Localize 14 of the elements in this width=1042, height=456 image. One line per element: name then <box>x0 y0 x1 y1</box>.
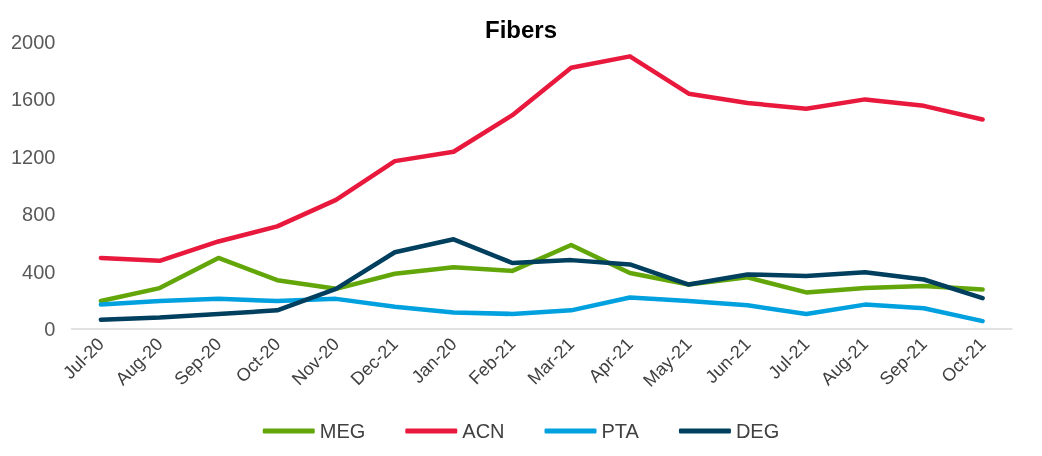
y-tick-label: 400 <box>22 260 56 283</box>
legend-label: PTA <box>601 420 640 442</box>
chart-title: Fibers <box>484 15 558 43</box>
legend-label: ACN <box>462 420 505 442</box>
line-series <box>98 237 985 322</box>
y-tick-label: 1600 <box>10 88 56 111</box>
y-tick-label: 1200 <box>10 145 56 168</box>
legend-label: MEG <box>319 420 366 442</box>
line-series <box>98 295 985 324</box>
line-series <box>98 54 985 264</box>
y-tick-label: 800 <box>22 203 56 226</box>
y-tick-label: 2000 <box>10 31 56 53</box>
y-tick-label: 0 <box>44 318 56 340</box>
legend-label: DEG <box>735 420 780 442</box>
